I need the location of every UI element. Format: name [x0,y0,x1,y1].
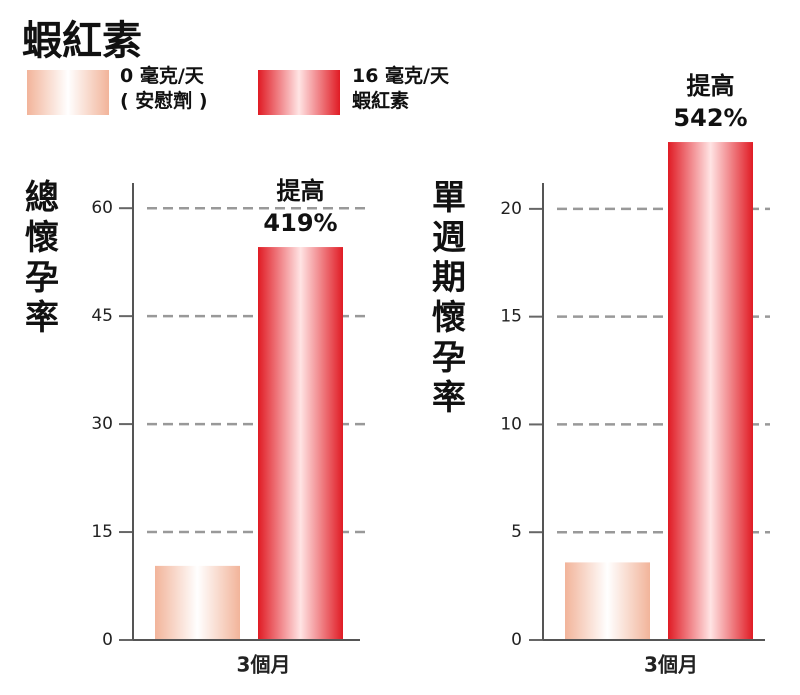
y-tick-label: 15 [91,522,113,542]
title: 蝦紅素 [22,18,142,64]
y-tick-label: 0 [511,630,522,650]
y-tick-label: 10 [500,414,522,434]
x-tick-label: 3個月 [237,653,291,677]
legend-swatch [27,70,109,115]
bar [668,142,753,640]
y-tick-label: 30 [91,414,113,434]
bar [258,247,343,640]
x-tick-label: 3個月 [644,653,698,677]
annotation: 提高 542% [673,72,748,133]
y-tick-label: 15 [500,307,522,327]
legend-label: 16 毫克/天 蝦紅素 [352,65,449,112]
annotation: 提高 419% [263,177,338,238]
legend-label: 0 毫克/天 ( 安慰劑 ) [120,65,208,112]
y-tick-label: 45 [91,306,113,326]
legend-swatch [258,70,340,115]
y-tick-label: 5 [511,522,522,542]
bar [565,562,650,640]
y-tick-label: 0 [102,630,113,650]
y-axis-label: 單週期懷孕率 [432,178,466,418]
y-axis-label: 總懷孕率 [25,178,59,338]
bar [155,565,240,640]
y-tick-label: 60 [91,198,113,218]
y-tick-label: 20 [500,199,522,219]
